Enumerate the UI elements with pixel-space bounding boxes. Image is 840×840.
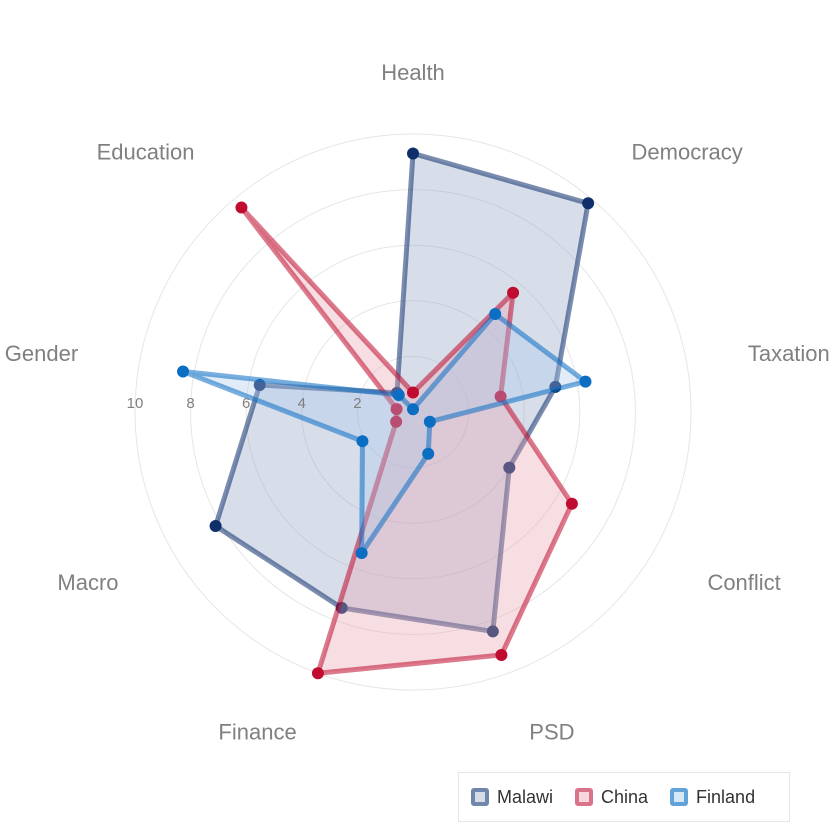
- data-point-malawi-macro[interactable]: [209, 519, 222, 532]
- radar-grid: [134, 133, 692, 691]
- axis-label-taxation: Taxation: [748, 341, 830, 366]
- data-point-malawi-psd[interactable]: [486, 625, 499, 638]
- axis-label-conflict: Conflict: [707, 570, 780, 595]
- grid-circle: [301, 300, 525, 524]
- legend-label-china: China: [601, 786, 649, 807]
- series-finland: [177, 308, 592, 560]
- grid-circle: [245, 244, 581, 580]
- data-point-china-conflict[interactable]: [565, 497, 578, 510]
- data-point-china-democracy[interactable]: [507, 286, 520, 299]
- data-point-finland-democracy[interactable]: [489, 308, 502, 321]
- data-point-finland-psd[interactable]: [422, 447, 435, 460]
- legend-item-china[interactable]: China: [575, 787, 648, 808]
- legend-swatch-malawi: [471, 788, 489, 806]
- tick-label: 10: [127, 395, 144, 412]
- axis-label-health: Health: [381, 60, 445, 85]
- data-point-finland-conflict[interactable]: [423, 415, 436, 428]
- data-point-finland-education[interactable]: [392, 388, 405, 401]
- legend-swatch-china: [575, 788, 594, 806]
- axis-label-psd: PSD: [529, 719, 574, 744]
- legend-item-malawi[interactable]: Malawi: [471, 787, 553, 808]
- tick-label: 4: [298, 395, 306, 412]
- data-point-malawi-conflict[interactable]: [503, 461, 516, 474]
- data-point-malawi-democracy[interactable]: [582, 197, 595, 210]
- data-point-china-finance[interactable]: [311, 667, 324, 680]
- legend-swatch-finland: [670, 788, 689, 806]
- legend: Malawi China Finland: [458, 772, 790, 822]
- data-point-china-education[interactable]: [235, 201, 248, 214]
- data-point-finland-macro[interactable]: [356, 435, 369, 448]
- radar-series: [177, 147, 595, 680]
- data-point-china-psd[interactable]: [495, 648, 508, 661]
- legend-label-finland: Finland: [696, 786, 756, 807]
- tick-label: 8: [186, 395, 194, 412]
- radar-chart: 10 8 6 4 2 Health Democracy Taxation Conflict PS…: [5, 60, 830, 744]
- data-point-finland-finance[interactable]: [355, 547, 368, 560]
- axis-label-gender: Gender: [5, 341, 78, 366]
- legend-item-finland[interactable]: Finland: [670, 787, 755, 808]
- axis-label-macro: Macro: [57, 570, 118, 595]
- data-point-finland-gender[interactable]: [177, 365, 190, 378]
- axis-labels: Health Democracy Taxation Conflict PSD Financ…: [5, 60, 830, 744]
- tick-label: 6: [242, 395, 250, 412]
- legend-label-malawi: Malawi: [497, 786, 554, 807]
- grid-circle: [134, 133, 692, 691]
- tick-label: 2: [353, 395, 361, 412]
- data-point-china-health[interactable]: [407, 386, 419, 399]
- data-point-finland-health[interactable]: [407, 403, 419, 416]
- series-area-finland: [180, 311, 588, 556]
- radial-tick-labels: 10 8 6 4 2: [127, 395, 362, 412]
- data-point-china-taxation[interactable]: [494, 390, 507, 403]
- data-point-china-gender[interactable]: [390, 403, 403, 416]
- axis-label-democracy: Democracy: [632, 140, 743, 165]
- data-point-malawi-health[interactable]: [407, 147, 419, 160]
- data-point-finland-taxation[interactable]: [579, 375, 592, 388]
- axis-label-education: Education: [97, 140, 195, 165]
- data-point-china-macro[interactable]: [390, 415, 403, 428]
- axis-label-finance: Finance: [218, 719, 296, 744]
